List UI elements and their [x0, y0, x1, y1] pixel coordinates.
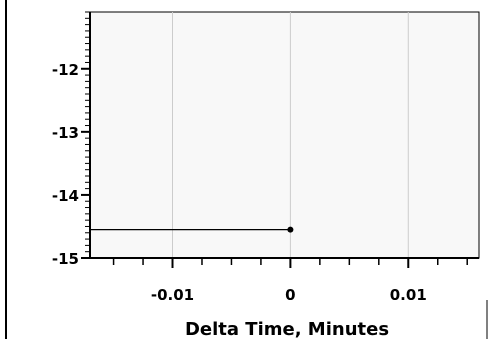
y-tick-label: -14: [52, 187, 79, 205]
ticks: [81, 11, 468, 268]
axes: [89, 12, 479, 259]
y-tick-label: -13: [52, 124, 79, 142]
grid-lines: [172, 12, 409, 258]
tick-labels: -15 -14 -13 -12 -0.01 0 0.01: [52, 61, 427, 304]
x-tick-label: 0: [285, 286, 295, 304]
x-tick-label: -0.01: [151, 286, 194, 304]
series-group: [90, 226, 294, 233]
plot-area: [89, 11, 480, 259]
x-tick-label: 0.01: [390, 286, 427, 304]
y-tick-label: -12: [52, 61, 79, 79]
data-point: [287, 226, 294, 233]
y-tick-label: -15: [52, 250, 79, 268]
x-axis-title: Delta Time, Minutes: [185, 319, 389, 339]
